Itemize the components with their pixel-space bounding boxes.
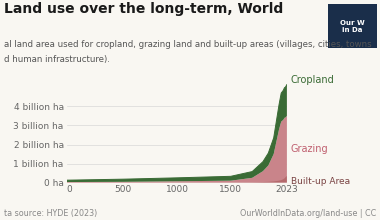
Text: al land area used for cropland, grazing land and built-up areas (villages, citie: al land area used for cropland, grazing … <box>4 40 371 49</box>
Text: ta source: HYDE (2023): ta source: HYDE (2023) <box>4 209 97 218</box>
Text: d human infrastructure).: d human infrastructure). <box>4 55 110 64</box>
Text: Built-up Area: Built-up Area <box>291 177 350 186</box>
Text: OurWorldInData.org/land-use | CC: OurWorldInData.org/land-use | CC <box>240 209 376 218</box>
Text: Cropland: Cropland <box>291 75 334 85</box>
Text: Our W
in Da: Our W in Da <box>340 20 365 33</box>
Text: Land use over the long-term, World: Land use over the long-term, World <box>4 2 283 16</box>
Text: Grazing: Grazing <box>291 144 328 154</box>
